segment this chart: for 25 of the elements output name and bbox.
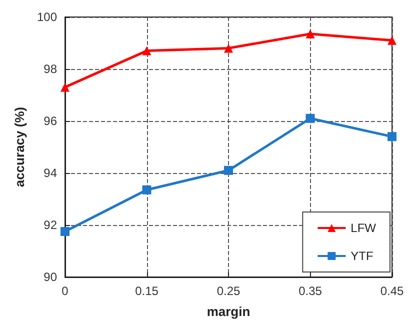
point bbox=[142, 46, 152, 56]
point bbox=[60, 227, 70, 236]
y-tick-label: 100 bbox=[36, 10, 58, 24]
point bbox=[60, 82, 70, 92]
point bbox=[306, 114, 315, 123]
x-tick-label: 0 bbox=[62, 284, 69, 298]
y-tick-label: 94 bbox=[44, 166, 58, 180]
point bbox=[224, 166, 233, 175]
y-tick-label: 98 bbox=[44, 62, 58, 76]
y-axis-title: accuracy (%) bbox=[12, 106, 28, 188]
legend-label: YTF bbox=[350, 249, 374, 263]
y-tick-label: 92 bbox=[44, 218, 58, 232]
point bbox=[142, 185, 152, 194]
y-tick-label: 90 bbox=[44, 270, 58, 284]
x-axis-title: margin bbox=[206, 304, 250, 319]
point bbox=[306, 29, 315, 38]
point bbox=[224, 44, 233, 53]
x-tick-label: 0.15 bbox=[135, 284, 159, 298]
x-tick-label: 0.35 bbox=[298, 284, 322, 298]
point bbox=[388, 132, 396, 142]
point bbox=[388, 36, 396, 45]
x-tick-label: 0.45 bbox=[380, 284, 404, 298]
legend-label: LFW bbox=[350, 221, 377, 235]
x-tick-label: 0.25 bbox=[216, 284, 240, 298]
y-tick-label: 96 bbox=[44, 114, 58, 128]
